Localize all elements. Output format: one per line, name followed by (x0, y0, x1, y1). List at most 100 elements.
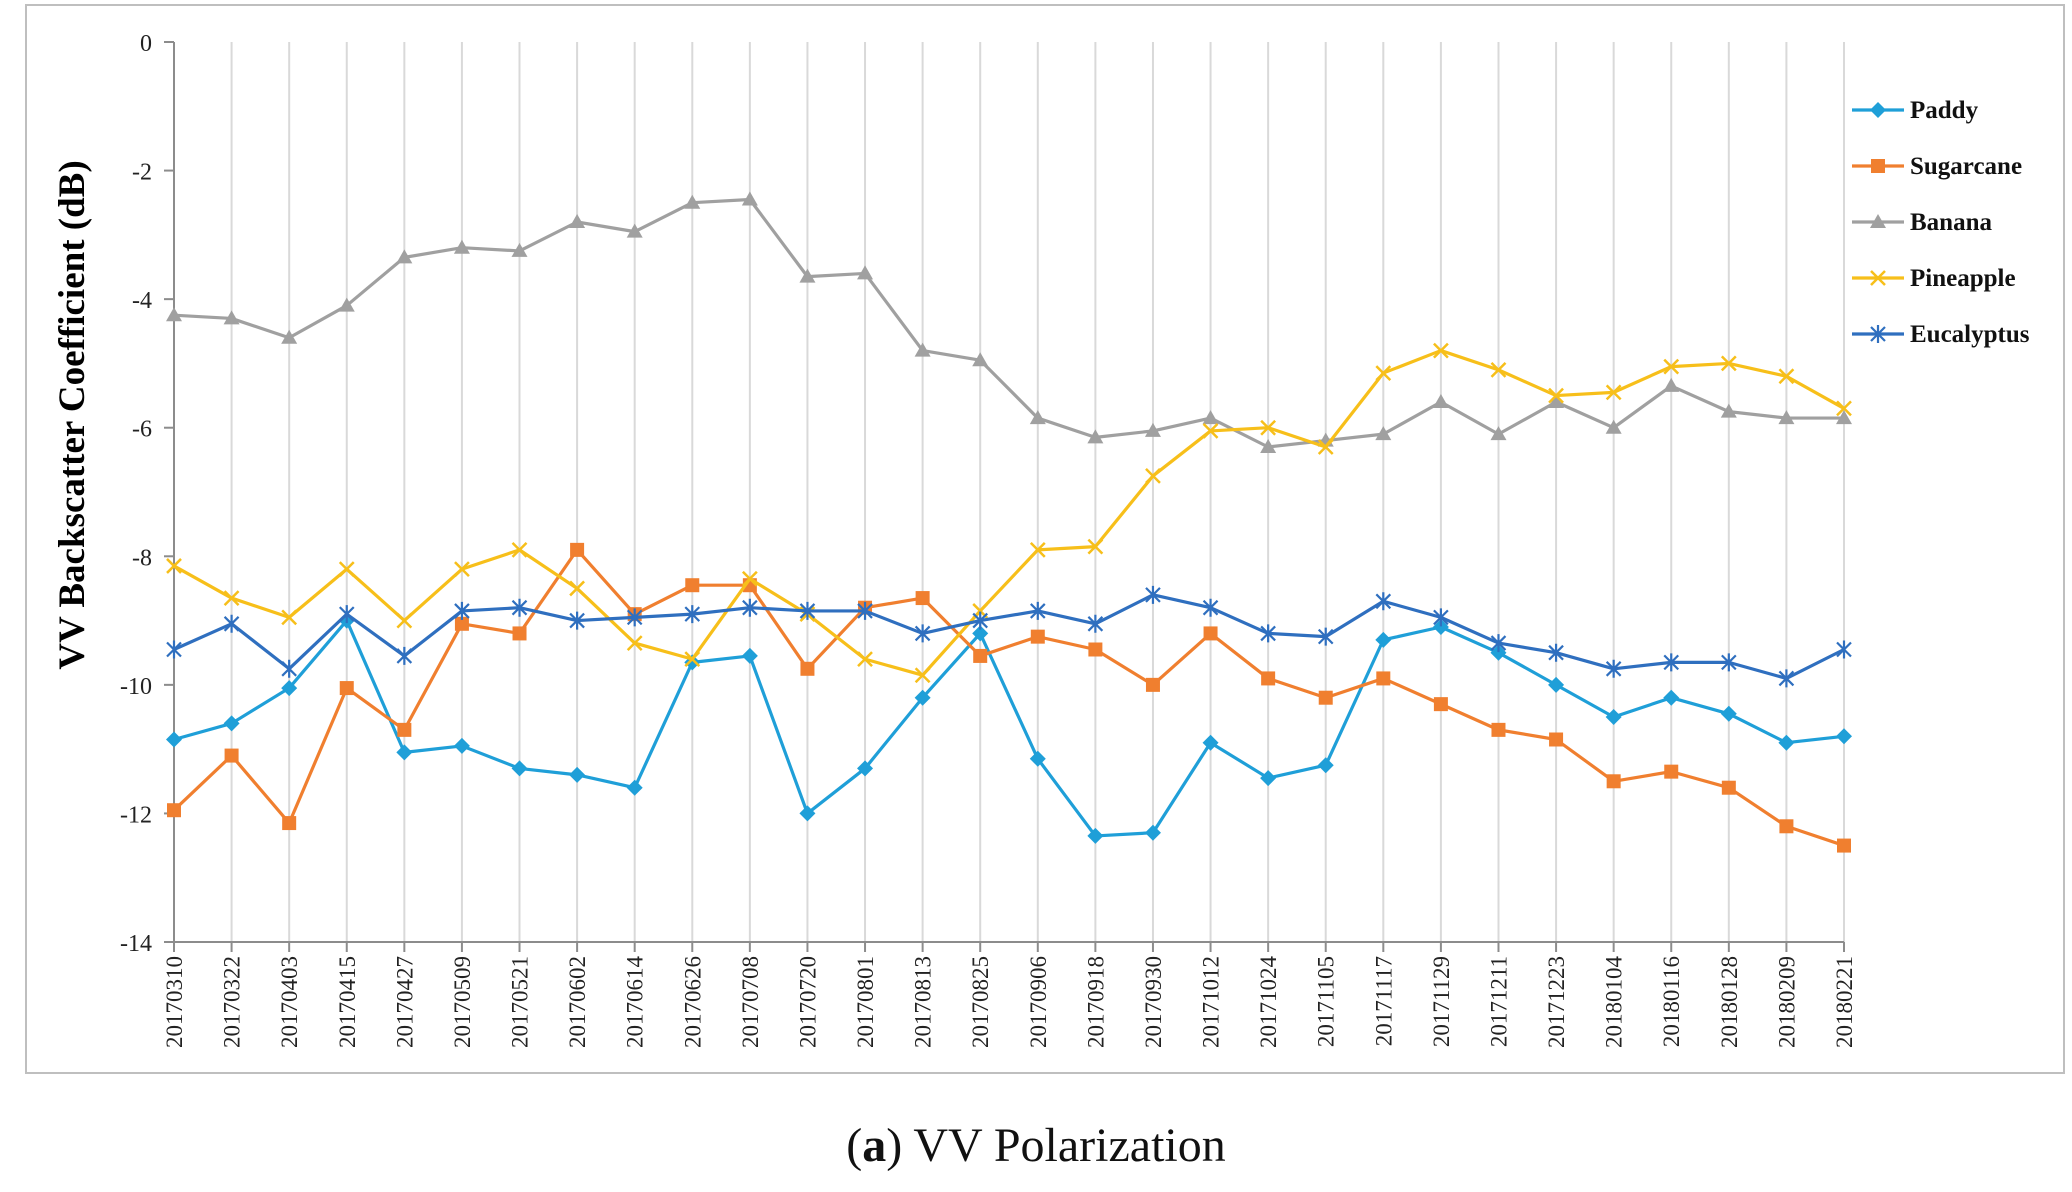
eucalyptus-point (684, 605, 701, 624)
pineapple-point (741, 570, 758, 587)
paddy-point (741, 647, 758, 664)
sugarcane-point (1261, 671, 1276, 686)
sugarcane-point (1433, 697, 1448, 712)
paddy-point (1375, 631, 1392, 648)
eucalyptus-line (173, 593, 1845, 681)
pineapple-point (396, 612, 413, 629)
sugarcane-point (800, 661, 815, 676)
y-tick-label: -12 (120, 802, 152, 828)
legend: Paddy Sugarcane Banana Pineapple Eucalyptus (1852, 97, 2030, 348)
banana-point (972, 352, 989, 367)
sugarcane-point (1779, 819, 1794, 834)
series-lines (166, 191, 1852, 853)
paddy-point (1144, 824, 1161, 841)
paddy-point (1260, 770, 1277, 787)
banana-point (1029, 410, 1046, 425)
sugarcane-point (224, 748, 239, 763)
banana-line (173, 197, 1844, 449)
series-paddy (166, 612, 1852, 844)
eucalyptus-point (1778, 669, 1795, 688)
eucalyptus-point (166, 640, 182, 659)
eucalyptus-point (281, 659, 297, 678)
pineapple-point (223, 590, 240, 606)
paddy-point (1720, 705, 1737, 722)
banana-point (1720, 403, 1737, 418)
eucalyptus-point (857, 601, 873, 620)
paddy-line (173, 618, 1845, 838)
sugarcane-point (1145, 677, 1160, 692)
banana-point (1663, 377, 1680, 392)
legend-label-eucalyptus: Eucalyptus (1910, 321, 2030, 348)
legend-entry-banana: Banana (1852, 209, 1992, 236)
x-tick-label: 20171024 (1256, 956, 1281, 1049)
x-tick-label: 20170322 (220, 956, 245, 1048)
sugarcane-point (1203, 626, 1218, 641)
eucalyptus-point (338, 605, 355, 624)
axes (173, 42, 1844, 943)
x-tick-label: 20180221 (1832, 956, 1857, 1048)
sugarcane-point (282, 816, 297, 831)
pineapple-point (626, 635, 643, 651)
paddy-point (223, 715, 240, 732)
banana-point (223, 310, 240, 325)
x-tick-label: 20170614 (623, 956, 648, 1049)
x-tick-label: 20170825 (968, 956, 993, 1048)
banana-point (857, 265, 874, 280)
eucalyptus-point (1030, 601, 1046, 620)
banana-point (914, 342, 931, 357)
caption-text: VV Polarization (902, 1119, 1226, 1172)
caption-open-paren: ( (846, 1119, 863, 1172)
eucalyptus-point (569, 611, 585, 630)
legend-label-banana: Banana (1910, 209, 1992, 236)
banana-point (1605, 419, 1622, 434)
legend-marker-sugarcane (1871, 159, 1885, 173)
banana-point (1202, 410, 1219, 425)
pineapple-point (1202, 423, 1219, 439)
sugarcane-point (685, 578, 700, 593)
legend-entry-sugarcane: Sugarcane (1852, 153, 2022, 180)
legend-entry-pineapple: Pineapple (1852, 265, 2016, 292)
paddy-point (1029, 750, 1046, 767)
eucalyptus-point (1145, 585, 1161, 604)
eucalyptus-point (1433, 608, 1449, 627)
banana-point (396, 249, 413, 264)
pineapple-point (914, 667, 931, 684)
y-tick-labels: 0 -2 -4 -6 -8 -10 -12 -14 (120, 31, 174, 957)
y-tick-label: -2 (132, 160, 152, 186)
x-tick-label: 20170310 (162, 956, 187, 1048)
caption-letter: a (862, 1119, 887, 1172)
pineapple-point (1720, 355, 1737, 372)
pineapple-line (173, 348, 1845, 677)
eucalyptus-point (1375, 592, 1392, 611)
paddy-point (972, 625, 989, 642)
sugarcane-point (1606, 774, 1621, 789)
y-tick-label: -4 (132, 288, 152, 314)
x-tick-label: 20171211 (1486, 956, 1511, 1047)
x-tick-label: 20170930 (1141, 956, 1166, 1048)
pineapple-point (1490, 361, 1507, 378)
eucalyptus-point (742, 598, 758, 617)
x-tick-label: 20170720 (795, 956, 820, 1048)
x-tick-label: 20170415 (335, 956, 360, 1048)
series-eucalyptus (166, 585, 1852, 688)
legend-label-sugarcane: Sugarcane (1910, 153, 2022, 180)
y-tick-label: -6 (132, 417, 152, 443)
banana-point (569, 214, 586, 228)
x-tick-label: 20170801 (853, 956, 878, 1048)
paddy-point (569, 766, 586, 783)
banana-point (684, 194, 701, 209)
x-tick-label: 20170626 (680, 956, 705, 1048)
eucalyptus-point (396, 646, 413, 665)
pineapple-point (1375, 365, 1392, 381)
banana-point (1778, 410, 1795, 425)
x-tick-label: 20170403 (277, 956, 302, 1048)
paddy-point (1663, 689, 1680, 706)
y-tick-label: -10 (120, 674, 152, 700)
banana-point (453, 239, 470, 254)
x-tick-label: 20171105 (1314, 956, 1339, 1047)
sugarcane-point (1549, 732, 1564, 747)
pineapple-point (1029, 541, 1046, 558)
x-tick-label: 20180116 (1659, 956, 1684, 1047)
banana-point (1087, 429, 1104, 444)
